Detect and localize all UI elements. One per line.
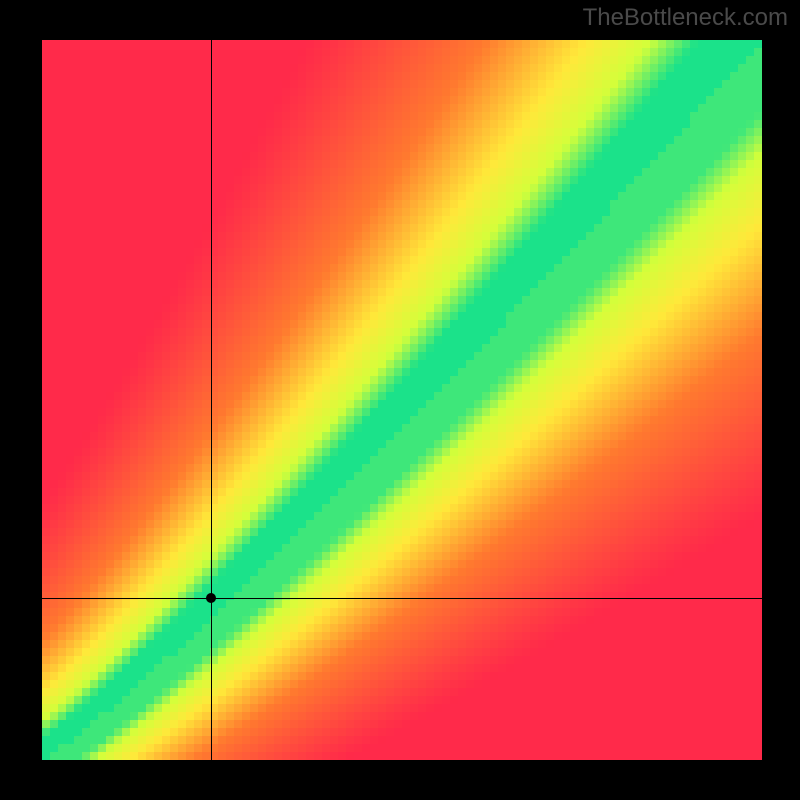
bottleneck-heatmap (42, 40, 762, 760)
chart-container: TheBottleneck.com (0, 0, 800, 800)
crosshair-horizontal (42, 598, 762, 599)
watermark-text: TheBottleneck.com (583, 4, 788, 32)
crosshair-vertical (211, 40, 212, 760)
